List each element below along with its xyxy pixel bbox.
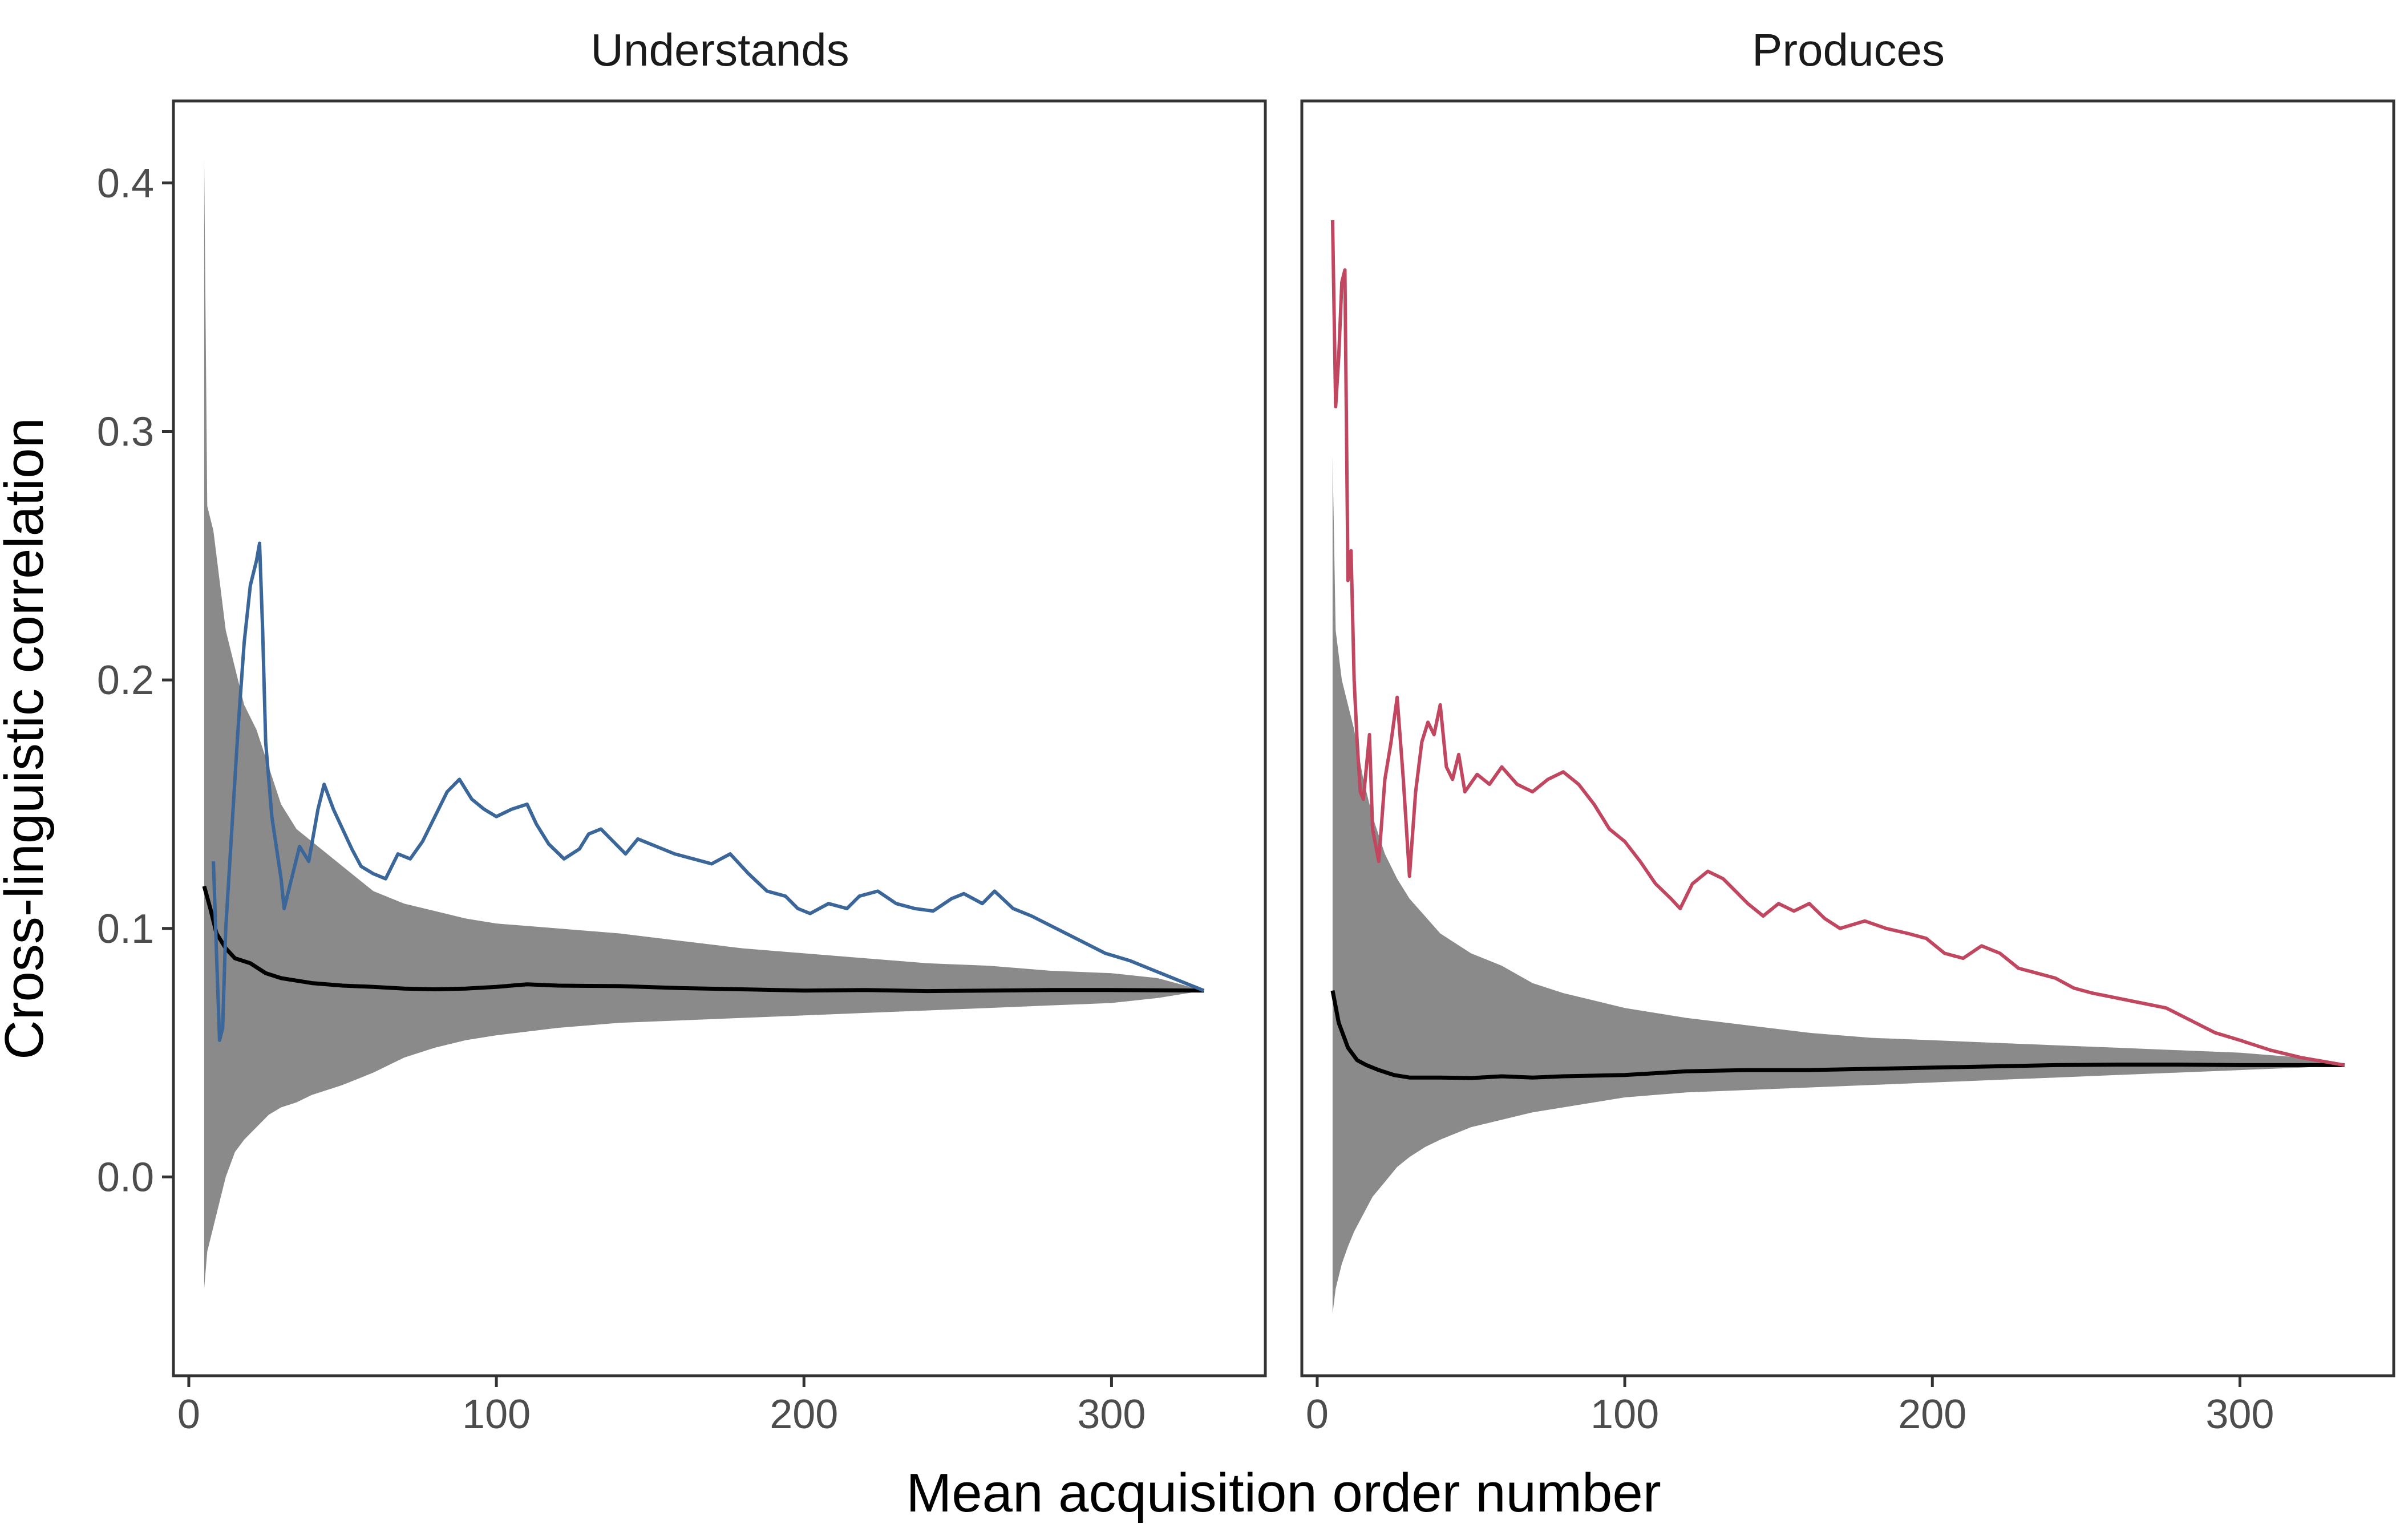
- y-axis-understands: 0.0 0.1 0.2 0.3 0.4: [97, 161, 173, 1200]
- panel-produces: Produces 0 100 200 300: [1300, 25, 2395, 1437]
- x-axis-understands: 0 100 200 300: [177, 1376, 1146, 1437]
- x-tick-label-understands: 200: [770, 1392, 838, 1437]
- strip-title-understands: Understands: [590, 25, 849, 75]
- y-tick-label: 0.2: [97, 658, 154, 703]
- panel-border-understands: [172, 99, 1267, 1377]
- x-tick-label-understands: 0: [177, 1392, 200, 1437]
- x-tick-label-produces: 300: [2205, 1392, 2274, 1437]
- x-tick-label-produces: 200: [1898, 1392, 1966, 1437]
- x-tick-label-understands: 300: [1077, 1392, 1146, 1437]
- null-ribbon-understands: [204, 158, 1204, 1289]
- y-tick-label: 0.1: [97, 906, 154, 952]
- null-ribbon-produces: [1332, 456, 2345, 1314]
- observed-line-produces: [1330, 220, 2345, 1067]
- y-tick-label: 0.4: [97, 161, 154, 206]
- y-axis-title: Cross-linguistic correlation: [0, 418, 55, 1060]
- plot-area-produces: [1330, 220, 2345, 1314]
- observed-line-understands: [212, 541, 1205, 1042]
- panel-border-produces: [1300, 99, 2395, 1377]
- plot-area-understands: [202, 158, 1205, 1289]
- x-axis-title: Mean acquisition order number: [906, 1462, 1661, 1523]
- mean-line-understands: [202, 885, 1204, 994]
- strip-title-produces: Produces: [1752, 25, 1945, 75]
- x-tick-label-produces: 100: [1590, 1392, 1659, 1437]
- x-tick-label-produces: 0: [1306, 1392, 1329, 1437]
- x-tick-label-understands: 100: [462, 1392, 531, 1437]
- y-tick-label: 0.0: [97, 1154, 154, 1200]
- mean-line-produces: [1330, 990, 2345, 1080]
- x-axis-produces: 0 100 200 300: [1306, 1376, 2274, 1437]
- panel-understands: Understands 0 100 200 300 0.0 0.1 0.2 0.3 0.4: [97, 25, 1267, 1437]
- y-tick-label: 0.3: [97, 409, 154, 455]
